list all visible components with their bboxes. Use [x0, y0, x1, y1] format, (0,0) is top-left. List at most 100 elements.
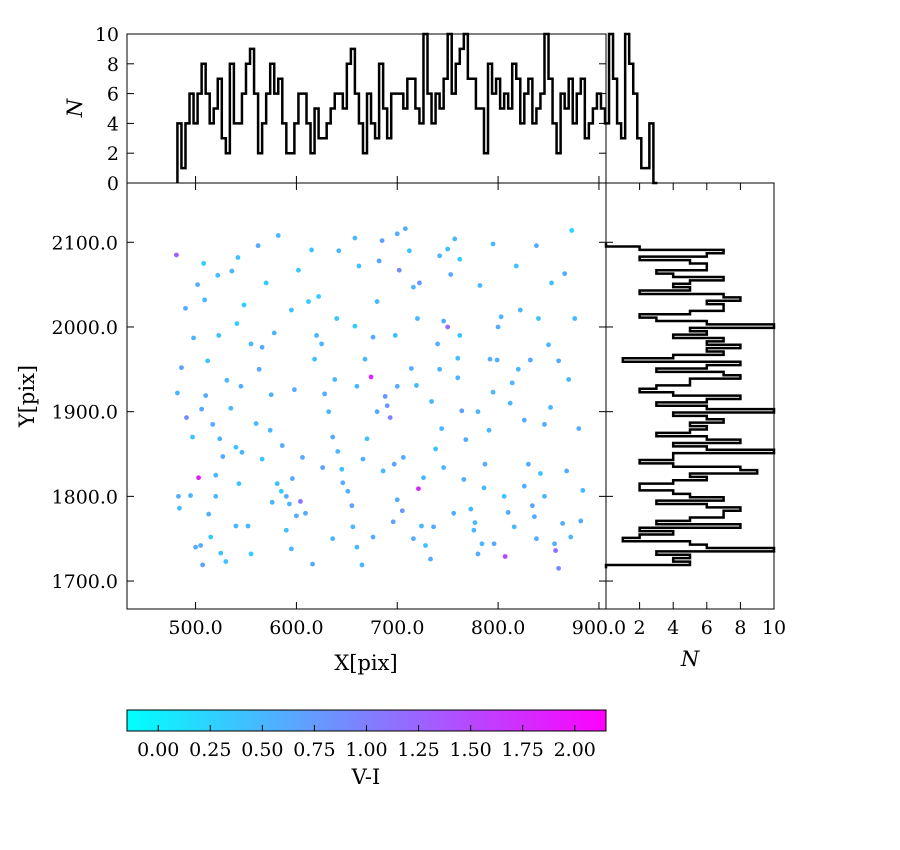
top-histogram-y-tick-label: 10	[95, 24, 119, 46]
scatter-point	[267, 427, 273, 433]
scatter-point	[326, 409, 332, 415]
scatter-point	[238, 383, 244, 389]
scatter-point	[356, 263, 362, 269]
scatter-point	[289, 476, 295, 481]
scatter-point	[414, 383, 419, 388]
scatter-point	[362, 356, 368, 362]
scatter-point	[213, 493, 219, 499]
scatter-point	[234, 321, 240, 326]
scatter-point	[248, 341, 254, 347]
scatter-point	[374, 299, 380, 304]
right-histogram-x-tick-label: 4	[667, 617, 679, 639]
scatter-point	[279, 443, 285, 448]
scatter-point	[176, 493, 181, 499]
scatter-point	[437, 366, 443, 372]
scatter-point	[309, 247, 314, 253]
scatter-point	[233, 523, 239, 529]
scatter-x-tick-label: 700.0	[370, 617, 424, 639]
colorbar-tick-label: 0.50	[241, 739, 283, 761]
scatter-point	[283, 493, 289, 499]
scatter-point	[332, 377, 338, 382]
scatter-point	[296, 267, 301, 273]
scatter-x-tick-label: 900.0	[572, 617, 626, 639]
scatter-point	[441, 318, 447, 324]
scatter-point	[229, 268, 235, 274]
scatter-point	[417, 280, 422, 286]
scatter-point	[224, 377, 230, 383]
scatter-point	[382, 394, 388, 399]
scatter-point	[271, 330, 277, 336]
scatter-point	[419, 523, 424, 529]
scatter-point	[455, 375, 461, 381]
scatter-point	[335, 449, 341, 454]
scatter-x-tick-label: 800.0	[471, 617, 525, 639]
scatter-point	[459, 408, 465, 414]
scatter-point	[410, 284, 416, 290]
scatter-point	[580, 488, 586, 493]
top-histogram-y-tick-label: 4	[107, 113, 119, 135]
scatter-y-tick-label: 1900.0	[52, 402, 118, 424]
scatter-point	[205, 358, 211, 364]
scatter-point	[553, 548, 558, 553]
scatter-x-label: X[pix]	[334, 651, 397, 675]
scatter-point	[482, 461, 488, 467]
scatter-point	[248, 551, 254, 557]
scatter-point	[200, 562, 206, 568]
scatter-point	[360, 456, 366, 462]
scatter-point	[215, 272, 221, 278]
scatter-point	[538, 471, 543, 476]
right-histogram-x-ticks: 2 4 6 8 10	[606, 183, 786, 639]
scatter-point	[179, 365, 184, 371]
scatter-point	[521, 417, 527, 423]
scatter-point	[345, 488, 351, 494]
scatter-point	[312, 356, 317, 362]
scatter-point	[202, 297, 208, 303]
scatter-x-tick-label: 600.0	[269, 617, 323, 639]
scatter-point	[406, 248, 412, 254]
scatter-point	[183, 305, 188, 311]
scatter-point	[310, 561, 315, 567]
scatter-point	[542, 421, 547, 427]
scatter-point	[255, 243, 261, 249]
scatter-point	[461, 477, 467, 482]
scatter-point	[196, 475, 201, 481]
scatter-point	[278, 488, 284, 494]
scatter-point	[527, 357, 533, 363]
scatter-point	[394, 497, 400, 503]
scatter-point	[517, 307, 523, 313]
scatter-point	[494, 357, 500, 363]
scatter-point	[177, 505, 182, 511]
colorbar-tick-label: 1.00	[345, 739, 387, 761]
scatter-point	[463, 437, 469, 443]
scatter-point	[502, 554, 508, 559]
colorbar-tick-label: 1.50	[449, 739, 491, 761]
scatter-point	[511, 524, 517, 530]
scatter-point	[320, 465, 326, 470]
scatter-point	[431, 524, 436, 530]
scatter-point	[213, 472, 219, 478]
scatter-point	[390, 519, 396, 525]
top-histogram-y-tick-label: 6	[107, 84, 119, 106]
scatter-point	[529, 503, 535, 509]
scatter-point	[380, 468, 386, 474]
scatter-point	[294, 513, 299, 519]
scatter-point	[217, 436, 223, 442]
scatter-point	[241, 302, 247, 308]
top-histogram-y-tick-label: 0	[107, 173, 119, 195]
right-histogram-x-tick-label: 10	[762, 617, 786, 639]
scatter-point	[410, 536, 416, 542]
scatter-point	[534, 536, 539, 542]
scatter-point	[498, 314, 504, 320]
scatter-point	[259, 456, 265, 462]
scatter-point	[387, 415, 393, 420]
scatter-point	[490, 241, 496, 247]
scatter-point	[376, 258, 382, 264]
scatter-point	[259, 344, 265, 350]
scatter-point	[391, 461, 397, 467]
scatter-point	[578, 518, 584, 524]
scatter-point	[534, 243, 539, 249]
top-histogram-y-tick-label: 2	[107, 143, 119, 165]
scatter-y-label: Y[pix]	[15, 365, 39, 428]
scatter-point	[349, 503, 355, 509]
scatter-point	[439, 426, 445, 432]
